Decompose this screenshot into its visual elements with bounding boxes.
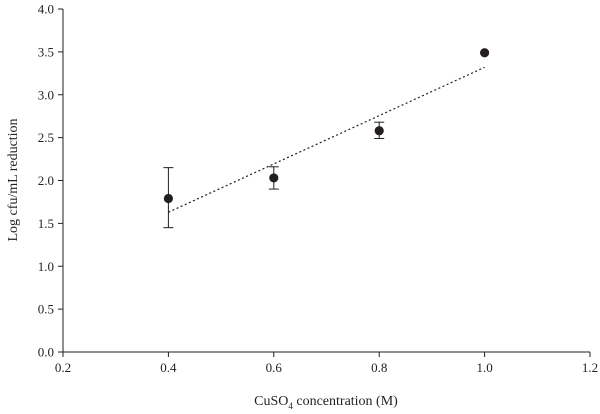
data-point (480, 48, 490, 58)
data-point-group (163, 48, 490, 204)
trendline-group (168, 66, 485, 213)
y-tick-label: 0.5 (38, 302, 54, 317)
x-tick-label: 0.8 (371, 360, 387, 375)
x-axis-label-subscript: 4 (288, 401, 293, 411)
y-tick-label: 3.5 (38, 44, 54, 59)
y-tick-label: 2.0 (38, 173, 54, 188)
y-tick-label: 1.5 (38, 216, 54, 231)
data-point (163, 193, 173, 204)
x-tick-label: 1.2 (582, 360, 598, 375)
y-tick-label: 0.0 (38, 345, 54, 360)
y-tick-label: 2.5 (38, 130, 54, 145)
x-tick-label: 1.0 (476, 360, 492, 375)
y-axis-label: Log cfu/mL reduction (6, 118, 21, 241)
x-tick-label: 0.4 (160, 360, 177, 375)
x-tick-label: 0.2 (55, 360, 71, 375)
y-tick-label: 1.0 (38, 259, 54, 274)
x-axis-label-suffix: concentration (M) (293, 394, 398, 409)
x-tick-group: 0.2 0.4 0.6 0.8 1.0 1.2 (55, 352, 598, 375)
data-point (269, 173, 279, 183)
x-tick-label: 0.6 (266, 360, 283, 375)
y-tick-group: 0.0 0.5 1.0 1.5 2.0 2.5 3.0 3.5 4.0 (38, 2, 63, 360)
y-tick-label: 3.0 (38, 87, 54, 102)
data-point (374, 126, 384, 136)
regression-line (168, 66, 485, 213)
x-axis-label-prefix: CuSO (254, 394, 288, 409)
y-tick-label: 4.0 (38, 2, 54, 17)
x-axis-label: CuSO4 concentration (M) (254, 394, 398, 411)
plot-frame (62, 9, 590, 353)
